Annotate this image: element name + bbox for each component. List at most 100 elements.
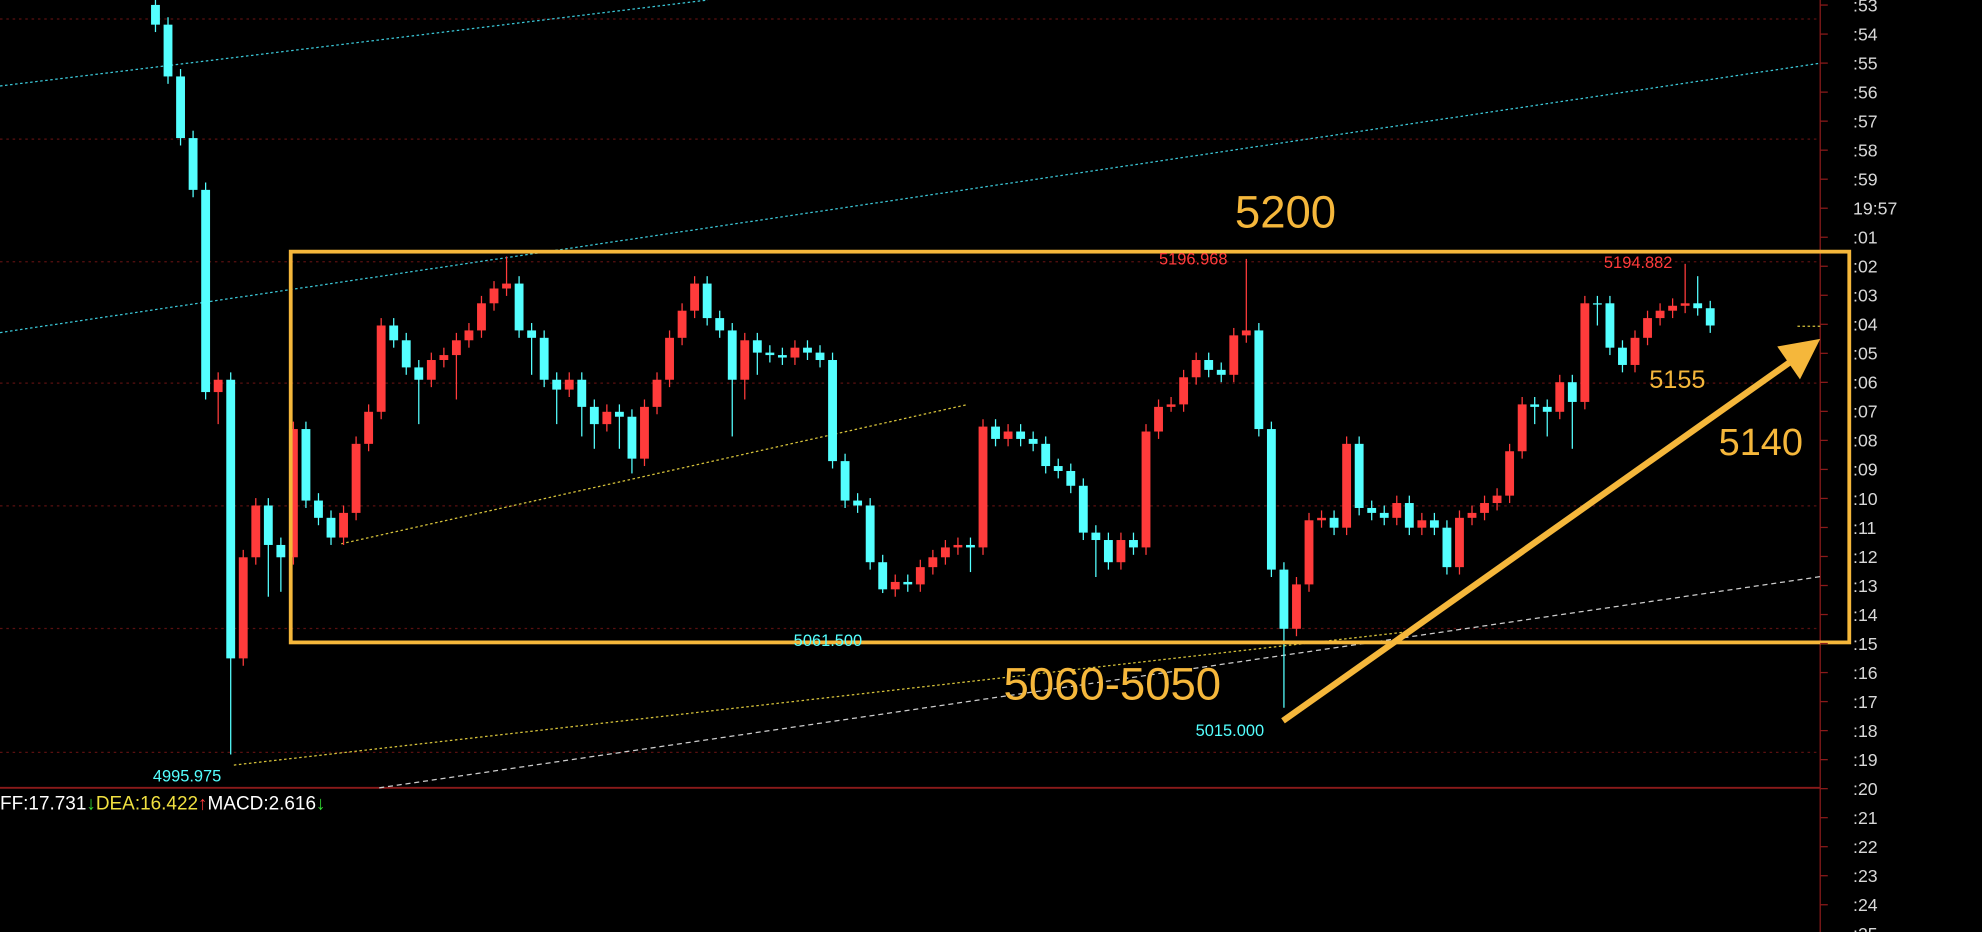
trend-arrow bbox=[1281, 338, 1821, 724]
candle-body bbox=[966, 544, 975, 548]
candle-body bbox=[1279, 569, 1289, 629]
grid-lines bbox=[0, 18, 1821, 754]
candle-body bbox=[527, 330, 537, 338]
indicator-part: FF:17.731 bbox=[0, 793, 86, 814]
candle-body bbox=[765, 352, 775, 356]
candle-body bbox=[777, 355, 787, 358]
candle-body bbox=[1229, 335, 1239, 375]
candle-body bbox=[677, 310, 687, 338]
candle-body bbox=[1141, 431, 1151, 548]
trend-lines bbox=[0, 0, 1821, 789]
candle-body bbox=[614, 411, 624, 417]
candle-body bbox=[514, 283, 524, 331]
candle-body bbox=[238, 557, 248, 659]
candle-body bbox=[1618, 347, 1627, 365]
annotation: 5200 bbox=[1235, 187, 1336, 238]
axis-label: :04 bbox=[1853, 315, 1878, 335]
candle-body bbox=[1292, 584, 1301, 629]
candle-body bbox=[627, 416, 637, 459]
trend-line bbox=[0, 62, 1821, 334]
candle-body bbox=[991, 426, 1000, 439]
indicator-part: DEA:16.422 bbox=[96, 793, 198, 814]
candle-body bbox=[840, 461, 850, 501]
candle-body bbox=[188, 138, 198, 190]
candle-body bbox=[151, 4, 160, 25]
candle-body bbox=[564, 379, 574, 390]
candle-body bbox=[263, 505, 273, 545]
candle-body bbox=[389, 325, 399, 341]
candle-body bbox=[201, 189, 211, 393]
candle-body bbox=[1254, 330, 1264, 430]
candle-body bbox=[301, 429, 311, 501]
candle-body bbox=[339, 512, 348, 538]
point-label: 5061.500 bbox=[794, 632, 862, 650]
candle-body bbox=[1266, 429, 1276, 570]
indicator-part: ↑ bbox=[198, 793, 207, 814]
axis-label: :53 bbox=[1853, 0, 1878, 15]
candle-body bbox=[978, 426, 988, 548]
axis-label: :16 bbox=[1853, 663, 1878, 683]
axis-label: :15 bbox=[1853, 634, 1878, 654]
candle-body bbox=[401, 340, 411, 368]
candle-body bbox=[539, 337, 549, 380]
candle-body bbox=[915, 567, 925, 585]
arrow-head bbox=[1777, 338, 1821, 380]
candle-body bbox=[652, 379, 662, 407]
trend-line bbox=[233, 631, 1404, 766]
candle-body bbox=[213, 379, 223, 393]
candle-body bbox=[1442, 527, 1452, 568]
candle-body bbox=[928, 557, 938, 568]
candle-body bbox=[1091, 532, 1101, 541]
right-axis: :53:54:55:56:57:58:59 19:57:01:02:03:04:0… bbox=[1820, 0, 1897, 932]
candle-body bbox=[1467, 512, 1477, 518]
candle-body bbox=[803, 347, 812, 353]
axis-label: :14 bbox=[1853, 605, 1878, 625]
candle-body bbox=[727, 330, 737, 380]
candle-body bbox=[715, 318, 725, 331]
candle-body bbox=[577, 379, 587, 407]
axis-label: :05 bbox=[1853, 344, 1878, 364]
candle-body bbox=[1342, 443, 1352, 528]
candle-body bbox=[1154, 406, 1163, 432]
candle-body bbox=[702, 283, 712, 319]
axis-label: 19:57 bbox=[1853, 199, 1897, 219]
axis-label: :56 bbox=[1853, 82, 1878, 102]
axis-label: :12 bbox=[1853, 547, 1878, 567]
candle-body bbox=[226, 379, 236, 659]
axis-label: :58 bbox=[1853, 140, 1878, 160]
candle-body bbox=[853, 500, 863, 506]
candle-body bbox=[1505, 451, 1515, 496]
candle-body bbox=[1379, 512, 1389, 518]
range-box bbox=[288, 249, 1852, 645]
candle-body bbox=[1530, 404, 1540, 407]
candle-body bbox=[1404, 503, 1414, 528]
candle-body bbox=[351, 443, 361, 513]
candle-body bbox=[1680, 303, 1690, 306]
candle-body bbox=[251, 505, 261, 558]
candle-body bbox=[464, 330, 474, 341]
point-label: 5015.000 bbox=[1196, 722, 1264, 740]
candle-body bbox=[1542, 406, 1552, 412]
candle-body bbox=[1053, 466, 1063, 471]
axis-label: :07 bbox=[1853, 402, 1878, 422]
candle-body bbox=[602, 411, 612, 425]
axis-label: :10 bbox=[1853, 489, 1878, 509]
candle-body bbox=[477, 303, 486, 331]
axis-label: :59 bbox=[1853, 170, 1878, 190]
candle-body bbox=[640, 406, 649, 459]
axis-label: :03 bbox=[1853, 286, 1878, 306]
axis-label: :25 bbox=[1853, 924, 1878, 932]
candle-body bbox=[1179, 377, 1189, 405]
candle-body bbox=[940, 547, 950, 558]
candle-body bbox=[1003, 431, 1013, 439]
axis-label: :19 bbox=[1853, 750, 1878, 770]
candle-body bbox=[414, 367, 424, 380]
candle-body bbox=[1668, 305, 1678, 311]
candle-body bbox=[815, 352, 825, 361]
axis-label: :21 bbox=[1853, 808, 1878, 828]
candle-body bbox=[1655, 310, 1665, 319]
indicator-part: ↓ bbox=[316, 793, 325, 814]
candle-body bbox=[376, 325, 386, 412]
candle-body bbox=[1129, 540, 1138, 548]
